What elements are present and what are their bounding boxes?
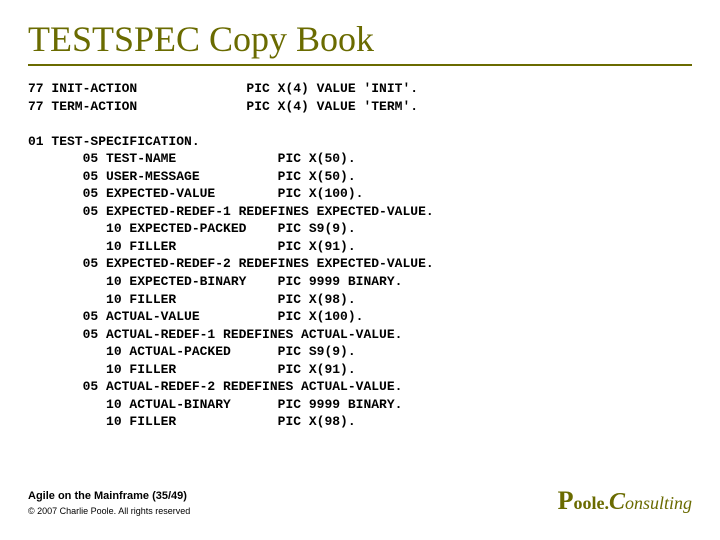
brand-word-1: oole. [573,493,609,513]
slide: TESTSPEC Copy Book 77 INIT-ACTION PIC X(… [0,0,720,540]
brand-word-2: onsulting [625,493,692,513]
title-rule [28,64,692,66]
brand-logo: Poole.Consulting [558,486,692,516]
cobol-copybook-code: 77 INIT-ACTION PIC X(4) VALUE 'INIT'. 77… [28,80,692,431]
brand-initial-2: C [609,489,625,515]
brand-initial-1: P [558,486,574,515]
slide-title: TESTSPEC Copy Book [28,18,692,60]
